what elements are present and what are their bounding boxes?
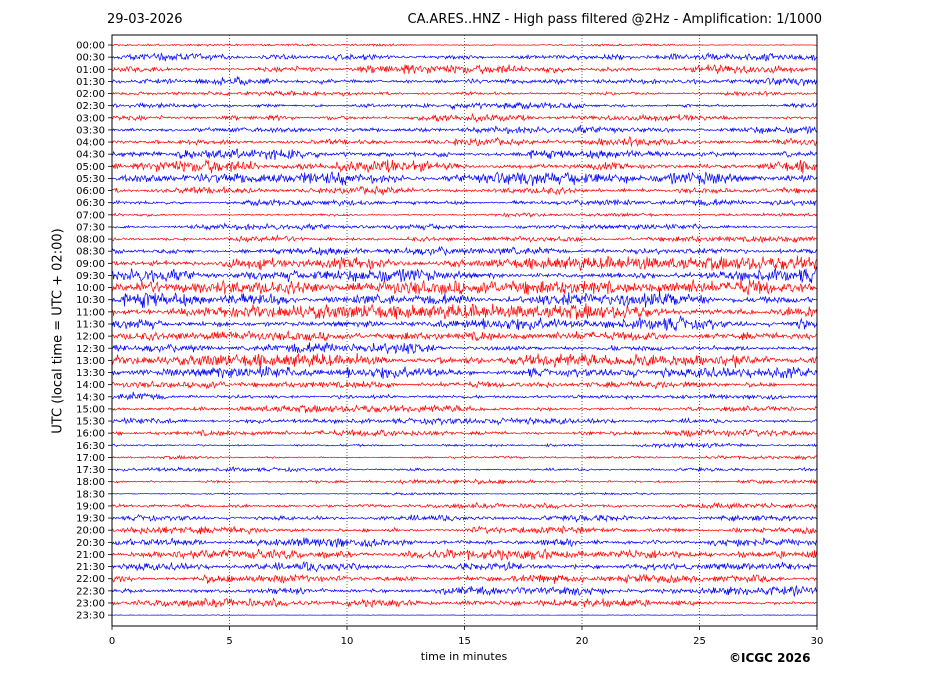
trace-1130 [111, 315, 818, 332]
x-axis: 0 5 10 15 20 25 30 [109, 626, 824, 647]
y-tick-label: 17:30 [76, 465, 105, 476]
y-tick-label: 23:00 [76, 598, 105, 609]
y-tick-label: 16:30 [76, 441, 105, 452]
y-tick-label: 13:30 [76, 368, 105, 379]
trace-0630 [111, 198, 817, 207]
y-tick-label: 22:30 [76, 586, 105, 597]
grid-lines [229, 35, 700, 626]
y-tick-label: 04:30 [76, 150, 105, 161]
y-axis: 00:0000:3001:0001:3002:0002:3003:0003:30… [76, 41, 112, 622]
y-tick-label: 04:00 [76, 138, 105, 149]
y-tick-label: 19:00 [76, 501, 105, 512]
y-tick-label: 20:30 [76, 538, 105, 549]
x-tick-label: 30 [811, 636, 824, 647]
y-tick-label: 15:30 [76, 417, 105, 428]
y-tick-label: 01:00 [76, 65, 105, 76]
trace-1330 [111, 365, 818, 379]
trace-1600 [111, 428, 817, 438]
chart-title: CA.ARES..HNZ - High pass filtered @2Hz -… [407, 12, 822, 27]
y-tick-label: 14:00 [76, 380, 105, 391]
y-tick-label: 15:00 [76, 404, 105, 415]
trace-1530 [111, 416, 818, 427]
trace-0100 [111, 64, 818, 75]
x-tick-label: 0 [109, 636, 115, 647]
trace-0030 [111, 51, 818, 62]
trace-0600 [111, 185, 818, 197]
y-tick-label: 08:30 [76, 247, 105, 258]
x-tick-label: 25 [693, 636, 706, 647]
trace-0430 [111, 148, 818, 160]
x-tick-label: 15 [458, 636, 471, 647]
y-tick-label: 13:00 [76, 356, 105, 367]
y-tick-label: 23:30 [76, 611, 105, 622]
trace-1800 [111, 478, 818, 486]
trace-0130 [111, 75, 818, 87]
y-tick-label: 12:30 [76, 344, 105, 355]
y-tick-label: 20:00 [76, 526, 105, 537]
trace-0230 [111, 101, 818, 111]
y-tick-label: 07:30 [76, 222, 105, 233]
trace-1900 [111, 501, 818, 510]
x-tick-label: 20 [576, 636, 589, 647]
y-axis-label: UTC (local time = UTC + 02:00) [50, 228, 66, 434]
y-tick-label: 11:30 [76, 319, 105, 330]
trace-0900 [111, 255, 818, 271]
y-tick-label: 08:00 [76, 235, 105, 246]
trace-0300 [111, 112, 817, 123]
trace-0330 [111, 124, 818, 135]
plot-frame [111, 34, 818, 627]
y-tick-label: 14:30 [76, 392, 105, 403]
trace-0400 [111, 135, 818, 147]
y-tick-label: 17:00 [76, 453, 105, 464]
y-tick-label: 22:00 [76, 574, 105, 585]
x-tick-label: 5 [226, 636, 232, 647]
trace-2100 [111, 548, 818, 561]
x-axis-label: time in minutes [420, 650, 508, 663]
copyright-label: ©ICGC 2026 [729, 651, 811, 665]
y-tick-label: 00:00 [76, 41, 105, 52]
y-tick-label: 06:00 [76, 186, 105, 197]
y-tick-label: 09:30 [76, 271, 105, 282]
y-tick-label: 10:30 [76, 295, 105, 306]
y-tick-label: 03:30 [76, 125, 105, 136]
y-tick-label: 19:30 [76, 514, 105, 525]
trace-1400 [111, 380, 818, 390]
y-tick-label: 16:00 [76, 429, 105, 440]
y-tick-label: 01:30 [76, 77, 105, 88]
y-tick-label: 02:00 [76, 89, 105, 100]
y-tick-label: 12:00 [76, 332, 105, 343]
y-tick-label: 00:30 [76, 53, 105, 64]
trace-0530 [111, 171, 818, 187]
date-label: 29-03-2026 [107, 12, 183, 27]
trace-1500 [111, 404, 818, 414]
x-tick-label: 10 [341, 636, 354, 647]
y-tick-label: 07:00 [76, 210, 105, 221]
y-tick-label: 02:30 [76, 101, 105, 112]
trace-0500 [111, 158, 818, 174]
y-tick-label: 18:00 [76, 477, 105, 488]
y-tick-label: 03:00 [76, 113, 105, 124]
y-tick-label: 11:00 [76, 307, 105, 318]
y-tick-label: 18:30 [76, 489, 105, 500]
y-tick-label: 06:30 [76, 198, 105, 209]
y-tick-label: 21:30 [76, 562, 105, 573]
trace-0700 [111, 211, 818, 218]
y-tick-label: 05:00 [76, 162, 105, 173]
y-tick-label: 21:00 [76, 550, 105, 561]
y-tick-label: 10:00 [76, 283, 105, 294]
y-tick-label: 09:00 [76, 259, 105, 270]
y-tick-label: 05:30 [76, 174, 105, 185]
